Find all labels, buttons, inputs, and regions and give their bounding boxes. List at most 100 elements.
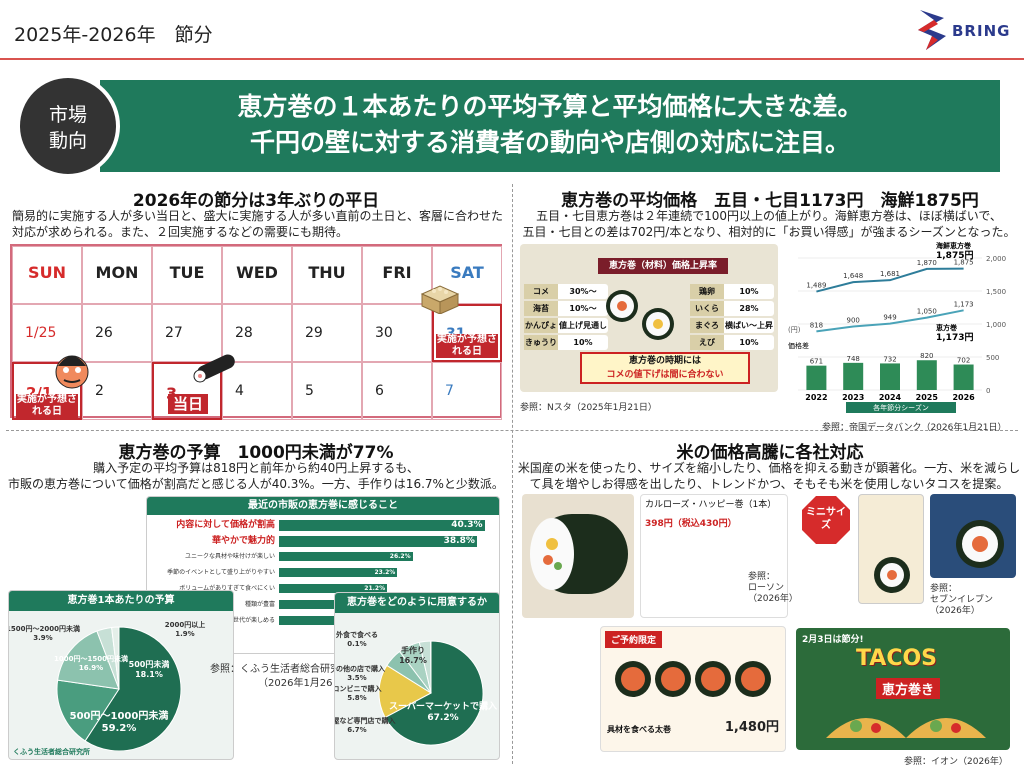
tacos-icon <box>826 718 986 738</box>
x-tick-label: 2023 <box>842 393 864 402</box>
calendar-expected-tag: 実施が予想される日 <box>16 394 78 418</box>
section-weekday-body-2: 対応が求められる。また、２回実施するなどの需要にも期待。 <box>12 225 349 239</box>
survey-bar <box>279 584 388 593</box>
pie-slice-value: 16.9% <box>79 664 103 672</box>
sushi-roll-photo-icon <box>956 520 1004 568</box>
section-rice-body-2: て具を増やしお得感を出したり、トレンドかつ、そもそも米を使用しないタコスを提案。 <box>529 477 1009 491</box>
pie-slice <box>57 630 120 690</box>
tv-item-name: いくら <box>690 301 724 316</box>
calendar-date-cell: 3当日 <box>152 362 222 420</box>
tv-price-item: コメ 30%～ <box>524 284 608 299</box>
calendar-day-header: WED <box>222 246 292 304</box>
tv-caption: 参照：Nスタ（2025年1月21日） <box>520 403 657 413</box>
pie-slice-value: 67.2% <box>427 713 458 723</box>
lawson-caption-3: （2026年） <box>748 594 798 604</box>
series-value-gomoku: 1,173円 <box>936 332 973 343</box>
pie-slice-value: 5.8% <box>347 694 366 702</box>
survey-bar-value: 21.2% <box>364 585 386 592</box>
calendar-day-header: FRI <box>362 246 432 304</box>
tv-item-value: 10% <box>739 338 759 347</box>
x-tick-label: 2026 <box>952 393 975 402</box>
seven-caption-2: セブンイレブン <box>930 595 994 605</box>
survey-title: 最近の市販の恵方巻に感じること <box>147 497 499 515</box>
aeon-reserve-tag: ご予約限定 <box>605 631 663 648</box>
badge-line-1: 市場 <box>48 104 87 126</box>
pie-slice-value: 18.1% <box>135 670 163 679</box>
calendar-date-cell: 30 <box>362 304 432 362</box>
aeon-caption: 参照：イオン（2026年） <box>904 757 1008 767</box>
pie-slice-value: 16.7% <box>399 656 427 665</box>
tv-item-name: まぐろ <box>690 318 724 333</box>
diff-bar-label: 748 <box>847 355 860 363</box>
pie-slice-label: スーパーマーケットで購入 <box>389 700 497 712</box>
pie-slice-label: 手作り <box>401 645 425 655</box>
tv-note-1: 恵方巻の時期には <box>628 356 701 366</box>
pie-slice-label: コンビニで購入 <box>335 684 382 693</box>
y-tick-label: 2,000 <box>986 255 1006 263</box>
tv-screenshot: 恵方巻（材料）価格上昇率 コメ 30%～ 海苔 10%～ かんぴょう値上げ見通しきゅうり… <box>520 244 778 392</box>
vertical-divider <box>512 184 513 764</box>
series-label-gomoku: 恵方巻 <box>936 323 957 332</box>
lawson-caption-2: ローソン <box>748 583 785 593</box>
section-weekday-body-1: 簡易的に実施する人が多い当日と、盛大に実施する人が多い直前の土日と、客層に合わせ… <box>12 209 504 223</box>
x-axis-title: 各年節分シーズン <box>873 403 929 412</box>
calendar-date-cell: 28 <box>222 304 292 362</box>
line-point-label: 1,648 <box>843 272 863 280</box>
tv-item-value: 10% <box>739 287 759 296</box>
survey-bar-value: 40.3% <box>451 520 483 530</box>
survey-row-label: 子どもや若い世代が楽しめる <box>196 617 275 624</box>
diff-bar <box>916 360 937 390</box>
aeon-roll-flyer: ご予約限定 具材を食べる太巻 1,480円 <box>600 626 786 752</box>
budget-caption: 参照：くふう生活者総合研究所 <box>210 664 350 675</box>
lawson-caption: 参照： ローソン （2026年） <box>748 572 798 605</box>
pie-slice-label: その他の店で購入 <box>335 664 385 673</box>
tv-headline: 恵方巻（材料）価格上昇率 <box>598 258 728 274</box>
survey-row-label: 季節のイベントとして盛り上がりやすい <box>167 569 275 576</box>
calendar-date-cell: 7 <box>432 362 502 420</box>
ehomaki-icon <box>193 354 235 383</box>
calendar-today-tag: 当日 <box>168 394 208 414</box>
survey-bar-value: 23.2% <box>374 569 396 576</box>
diff-bar-label: 732 <box>883 355 896 363</box>
chart-caption: 参照：帝国データバンク（2026年1月21日） <box>822 423 1007 433</box>
section-avg-price-body-2: 五目・七目との差は702円/本となり、相対的に「お買い得感」が強まるシーズンとな… <box>522 225 1016 239</box>
calendar-date-cell: 5 <box>292 362 362 420</box>
series-label-kaisen: 海鮮恵方巻 <box>936 241 971 250</box>
oni-mask-icon <box>55 355 89 389</box>
survey-bar-value: 26.2% <box>389 553 411 560</box>
budget-caption-date: （2026年1月26日） <box>258 678 353 689</box>
lawson-product-name: カルローズ・ハッピー巻（1本） <box>645 500 777 510</box>
survey-bar <box>279 536 477 547</box>
x-tick-label: 2024 <box>879 393 902 402</box>
lawson-price: 398円（税込430円） <box>645 519 737 529</box>
diff-bar-label: 671 <box>810 358 823 366</box>
survey-row-label: 華やかで魅力的 <box>211 536 275 546</box>
tv-note-2: コメの値下げは間に合わない <box>606 370 724 380</box>
calendar-day-header: THU <box>292 246 362 304</box>
tv-item-value: 横ばい～上昇 <box>725 321 773 330</box>
gomoku-line <box>816 309 964 333</box>
pie-slice-label: 外食で食べる <box>336 630 378 639</box>
calendar-date-cell: 2 <box>82 362 152 420</box>
pie-slice-value: 1.9% <box>175 630 194 638</box>
badge-line-2: 動向 <box>48 130 87 152</box>
pie-slice-label: 2000円以上 <box>165 620 205 629</box>
mini-size-badge <box>802 496 850 544</box>
diff-bar-label: 702 <box>957 357 970 365</box>
aeon-note: 具材を食べる太巻 <box>607 725 671 734</box>
survey-bar <box>279 568 398 577</box>
line-point-label: 1,875 <box>954 259 974 267</box>
aeon-price: 1,480円 <box>724 720 779 735</box>
y-tick-label: 1,000 <box>986 321 1006 329</box>
mini-size-label: ミニサイズ <box>806 507 846 531</box>
pie-slice-label: 1000円～1500円未満 <box>54 654 128 663</box>
diff-bar-label: 820 <box>920 352 933 360</box>
calendar-expected-tag: 実施が予想される日 <box>436 334 498 358</box>
series-value-kaisen: 1,875円 <box>936 250 973 261</box>
tv-item-name: かんぴょう <box>524 318 558 345</box>
pie-slice-value: 3.5% <box>347 674 366 682</box>
budget-pie-panel: 恵方巻1本あたりの予算 500円～1000円未満 59.2% 500円未満 18.1%… <box>8 590 234 760</box>
tacos-sub: 恵方巻き <box>876 678 941 699</box>
tv-item-value: 10%～ <box>569 304 597 313</box>
